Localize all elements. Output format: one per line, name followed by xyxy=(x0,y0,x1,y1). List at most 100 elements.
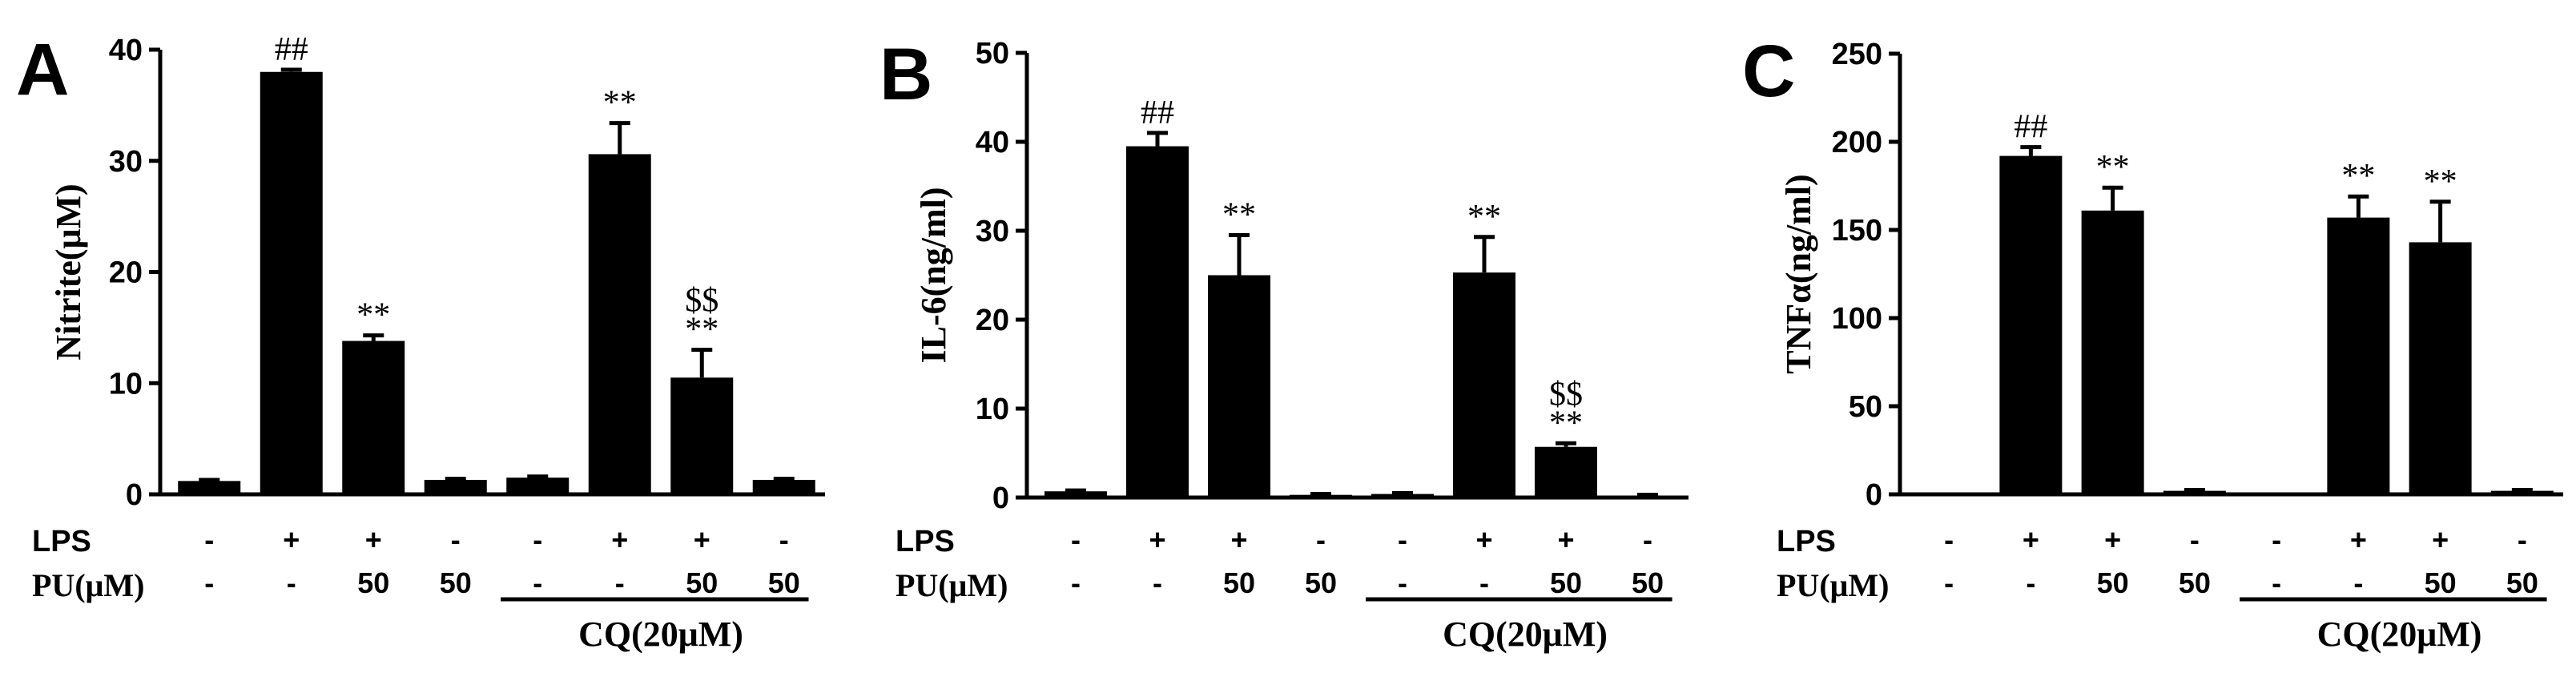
panel-c-bar xyxy=(2327,217,2390,494)
panel-c-pu-value: 50 xyxy=(2097,566,2129,599)
panel-a-lps-value: - xyxy=(533,523,542,556)
panel-c-ytick-label: 100 xyxy=(1832,302,1882,336)
panel-c-plot-area: 0 50 100 150 200 250 ## ** ** ** xyxy=(1832,38,2563,512)
panel-b-letter: B xyxy=(879,34,932,115)
panel-a-significance-mark: ** xyxy=(603,85,637,122)
panel-b-significance-mark: ** xyxy=(1222,197,1256,234)
panel-c-pu-value: 50 xyxy=(2179,566,2211,599)
panel-a-lps-label: LPS xyxy=(32,525,91,558)
panel-a-lps-value: + xyxy=(694,523,710,556)
panel-c-significance-mark: ** xyxy=(2341,158,2375,195)
panel-c-pu-value: - xyxy=(1944,566,1954,599)
panel-b-lps-value: - xyxy=(1643,523,1652,556)
panel-b-pu-value: - xyxy=(1071,566,1081,599)
panel-a-ytick-label: 30 xyxy=(109,145,143,179)
panel-c-lps-value: - xyxy=(2272,523,2281,556)
panel-a-bar xyxy=(752,479,815,494)
panel-c-bar xyxy=(2163,490,2226,494)
panel-c-ytick-label: 0 xyxy=(1866,478,1882,512)
panel-a-lps-value: - xyxy=(204,523,214,556)
panel-b-pu-value: - xyxy=(1398,566,1407,599)
panel-c-lps-value: + xyxy=(2023,523,2039,556)
panel-c-pu-value: 50 xyxy=(2425,566,2457,599)
panel-b-pu-value: 50 xyxy=(1223,566,1255,599)
panel-a-ylabel: Nitrite(μM) xyxy=(49,183,88,360)
panel-b-lps-value: + xyxy=(1475,523,1492,556)
panel-c-significance-mark: ** xyxy=(2424,163,2457,200)
panel-a-bar xyxy=(588,154,651,495)
panel-c-bar xyxy=(1918,492,1981,494)
panel-a-pu-value: - xyxy=(204,566,214,599)
panel-c-ytick-label: 150 xyxy=(1832,214,1882,248)
panel-b-condition-rows: LPS PU(μM) CQ(20μM) - + + - - + + - - - 50 50 - - 50 50 xyxy=(896,523,1672,654)
panel-b-significance-mark: ** xyxy=(1467,199,1501,236)
panel-a-bar xyxy=(424,479,487,494)
panel-a-pu-label: PU(μM) xyxy=(32,567,144,603)
panel-a-significance-mark: ** xyxy=(685,312,718,349)
panel-c-lps-value: - xyxy=(2190,523,2200,556)
panel-a-bar xyxy=(506,478,570,494)
panel-b-ytick-label: 20 xyxy=(976,304,1009,337)
panel-b-significance-mark: ## xyxy=(1141,95,1174,131)
panel-b-pu-value: 50 xyxy=(1305,566,1337,599)
panel-b-significance-mark: $$ xyxy=(1549,376,1583,413)
panel-b-pu-value: - xyxy=(1479,566,1489,599)
panel-c-pu-value: - xyxy=(2272,566,2281,599)
panel-c-lps-value: + xyxy=(2432,523,2449,556)
panel-c-ytick-label: 200 xyxy=(1832,126,1882,159)
panel-b-pu-value: - xyxy=(1153,566,1162,599)
panel-c-lps-value: - xyxy=(2518,523,2527,556)
panel-b-significance-mark: ** xyxy=(1549,405,1583,441)
panel-a-bar xyxy=(178,481,241,494)
panel-c-bar xyxy=(2081,210,2144,494)
panel-a-pu-value: - xyxy=(533,566,542,599)
panel-b-lps-value: - xyxy=(1398,523,1407,556)
panel-b-lps-value: - xyxy=(1316,523,1326,556)
panel-b-pu-value: 50 xyxy=(1632,566,1664,599)
panel-b-bar xyxy=(1453,272,1515,498)
panel-b-bar xyxy=(1535,446,1597,498)
panel-c-letter: C xyxy=(1742,30,1795,112)
panel-b-bar xyxy=(1371,494,1434,498)
panel-a-lps-value: + xyxy=(283,523,300,556)
panel-a-cq-label: CQ(20μM) xyxy=(578,615,743,654)
panel-c-pu-value: 50 xyxy=(2506,566,2538,599)
panel-c-bar xyxy=(2490,490,2554,494)
panel-c-ylabel: TNFα(ng/ml) xyxy=(1779,174,1818,373)
panel-a-bar xyxy=(670,377,734,494)
panel-c-ytick-label: 50 xyxy=(1849,390,1882,424)
panel-c-bar xyxy=(2409,242,2472,494)
panel-b-bar xyxy=(1126,146,1189,498)
panel-a-ytick-label: 40 xyxy=(109,34,143,67)
panel-c-condition-rows: LPS PU(μM) CQ(20μM) - + + - - + + - - - 50 50 - - 50 50 xyxy=(1777,523,2547,654)
panel-a-pu-value: 50 xyxy=(440,566,472,599)
panel-b-lps-label: LPS xyxy=(896,525,955,558)
panel-c-significance-mark: ## xyxy=(2014,109,2047,146)
panel-b-ytick-label: 30 xyxy=(976,215,1009,248)
panel-b-cq-label: CQ(20μM) xyxy=(1443,615,1608,654)
panel-b-pu-label: PU(μM) xyxy=(896,567,1008,603)
panel-b-ytick-label: 0 xyxy=(992,482,1009,515)
panel-b-lps-value: + xyxy=(1149,523,1165,556)
panel-b-pu-value: 50 xyxy=(1550,566,1582,599)
panel-a-lps-value: - xyxy=(451,523,461,556)
panel-a-pu-value: - xyxy=(615,566,625,599)
panel-c-bar xyxy=(2245,492,2308,494)
panel-b-ytick-label: 40 xyxy=(976,126,1009,159)
panel-a-pu-value: 50 xyxy=(357,566,389,599)
panel-a-ytick-label: 0 xyxy=(126,478,143,512)
panel-a-ytick-label: 10 xyxy=(109,367,143,401)
panel-c: C TNFα(ng/ml) 0 50 100 150 200 250 ## ** ** ** LP… xyxy=(1742,30,2563,654)
panel-a-pu-value: 50 xyxy=(686,566,718,599)
panel-b-ytick-label: 50 xyxy=(976,37,1009,71)
panel-a-lps-value: - xyxy=(779,523,789,556)
panel-b-lps-value: + xyxy=(1557,523,1574,556)
panel-c-lps-value: + xyxy=(2104,523,2121,556)
panel-a-letter: A xyxy=(16,29,69,111)
panel-a-significance-mark: ## xyxy=(275,31,308,68)
panel-c-significance-mark: ** xyxy=(2096,149,2130,186)
